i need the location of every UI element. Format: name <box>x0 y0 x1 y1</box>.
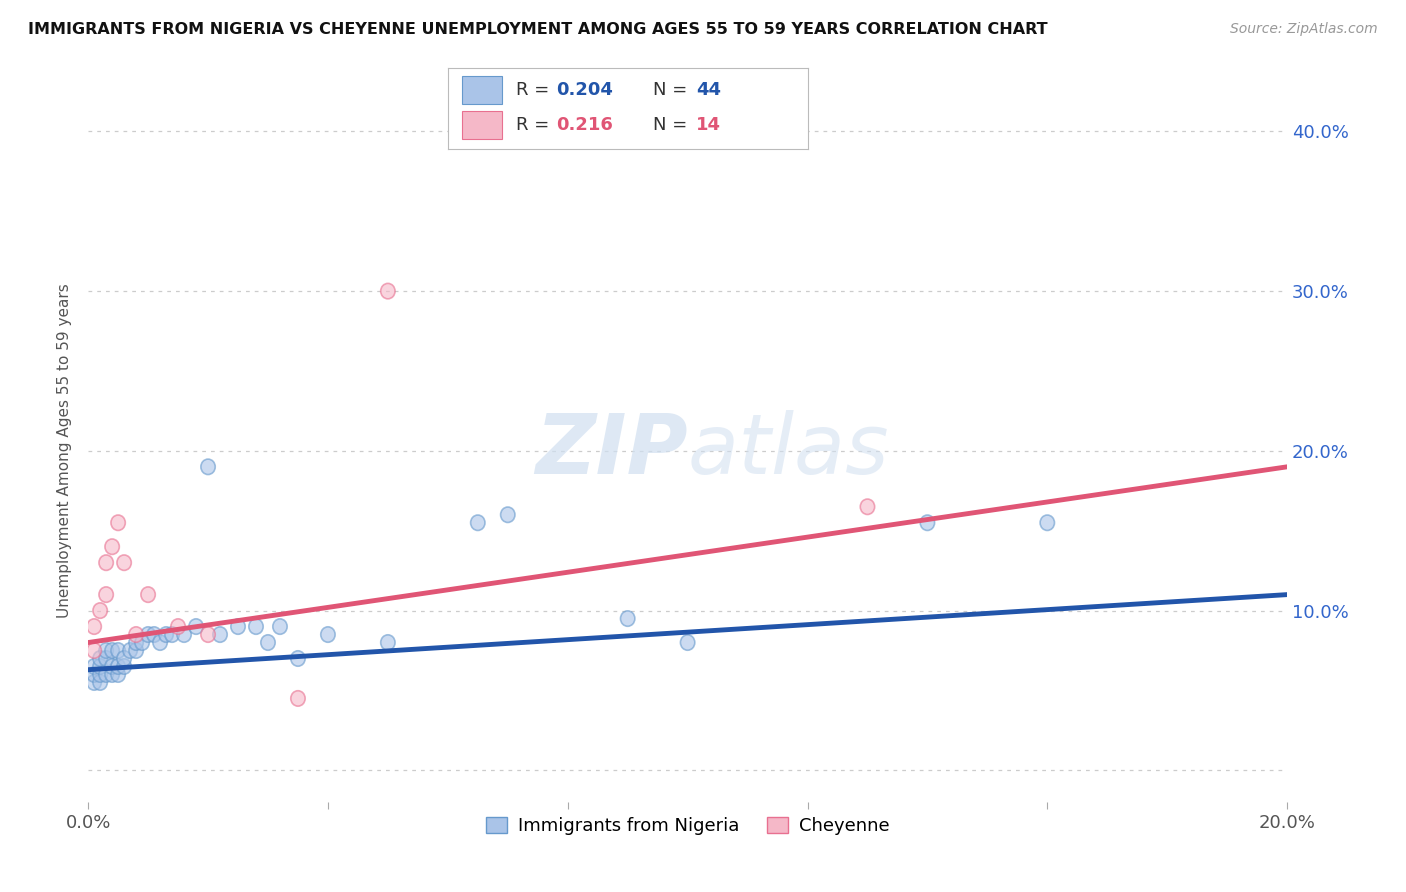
Legend: Immigrants from Nigeria, Cheyenne: Immigrants from Nigeria, Cheyenne <box>478 810 897 842</box>
Text: Source: ZipAtlas.com: Source: ZipAtlas.com <box>1230 22 1378 37</box>
Y-axis label: Unemployment Among Ages 55 to 59 years: Unemployment Among Ages 55 to 59 years <box>58 284 72 618</box>
Text: ZIP: ZIP <box>536 410 688 491</box>
Text: IMMIGRANTS FROM NIGERIA VS CHEYENNE UNEMPLOYMENT AMONG AGES 55 TO 59 YEARS CORRE: IMMIGRANTS FROM NIGERIA VS CHEYENNE UNEM… <box>28 22 1047 37</box>
Text: atlas: atlas <box>688 410 889 491</box>
